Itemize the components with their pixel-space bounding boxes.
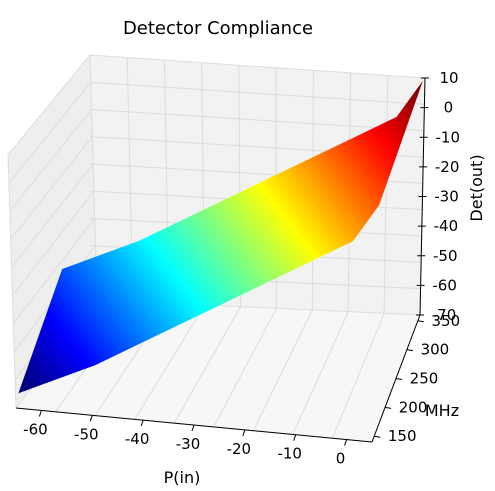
x-tick-label: -20 xyxy=(227,440,252,458)
grid-line xyxy=(213,308,277,428)
y-tick-label: 150 xyxy=(388,427,417,445)
z-tick-label: 10 xyxy=(439,69,458,87)
x-axis-label: P(in) xyxy=(164,468,201,487)
z-ticks: 10 0 -10 -20 -30 -40 -50 -60 -70 xyxy=(416,69,460,324)
grid-line xyxy=(11,163,94,268)
grid-line xyxy=(383,75,389,314)
z-tick-label: -70 xyxy=(432,306,457,324)
z-tick-label: 0 xyxy=(444,99,454,117)
y-tick-label: 350 xyxy=(431,312,460,330)
z-tick-label: -10 xyxy=(436,128,461,146)
z-tick-label: -60 xyxy=(432,276,457,294)
y-tick-mark xyxy=(385,406,392,409)
x-tick-mark xyxy=(191,424,195,432)
chart-title: Detector Compliance xyxy=(123,18,313,39)
x-tick-label: -50 xyxy=(74,425,99,443)
x-tick-label: -40 xyxy=(125,430,150,448)
grid-line xyxy=(10,136,93,240)
z-tick-label: -20 xyxy=(435,158,460,176)
x-tick-mark xyxy=(293,434,297,441)
x-tick-mark xyxy=(89,415,93,422)
grid-line xyxy=(134,304,206,420)
y-tick-mark xyxy=(395,378,403,380)
z-tick-label: -30 xyxy=(434,188,459,206)
y-tick-mark xyxy=(374,435,381,438)
grid-line xyxy=(173,306,241,424)
grid-line xyxy=(331,313,385,439)
grid-line xyxy=(12,218,96,324)
x-tick-label: -10 xyxy=(277,445,302,463)
x-tick-label: 0 xyxy=(336,450,346,468)
y-tick-label: 250 xyxy=(410,370,439,388)
grid-line xyxy=(89,108,424,132)
y-tick-label: 200 xyxy=(399,398,428,416)
grid-line xyxy=(252,309,313,431)
y-ticks: 150 200 250 300 350 xyxy=(374,312,460,445)
grid-line xyxy=(8,81,92,184)
x-ticks: -60 -50 -40 -30 -20 -10 0 xyxy=(23,410,348,468)
x-tick-mark xyxy=(38,410,42,417)
x-tick-mark xyxy=(344,439,348,446)
y-tick-mark xyxy=(406,349,413,352)
x-tick-mark xyxy=(140,419,144,427)
grid-line xyxy=(9,109,92,212)
z-tick-label: -40 xyxy=(434,217,459,235)
y-tick-mark xyxy=(417,320,424,323)
x-tick-mark xyxy=(242,429,246,437)
surface xyxy=(18,80,423,394)
y-axis-label: MHz xyxy=(425,401,459,420)
y-tick-label: 300 xyxy=(421,341,450,359)
z-axis-label: Det(out) xyxy=(467,154,486,221)
x-tick-label: -30 xyxy=(176,435,201,453)
grid-line xyxy=(12,190,95,296)
surface-band xyxy=(18,80,423,394)
x-tick-label: -60 xyxy=(23,420,48,438)
grid-line xyxy=(89,81,425,105)
z-tick-label: -50 xyxy=(433,247,458,265)
grid-line xyxy=(292,311,349,435)
